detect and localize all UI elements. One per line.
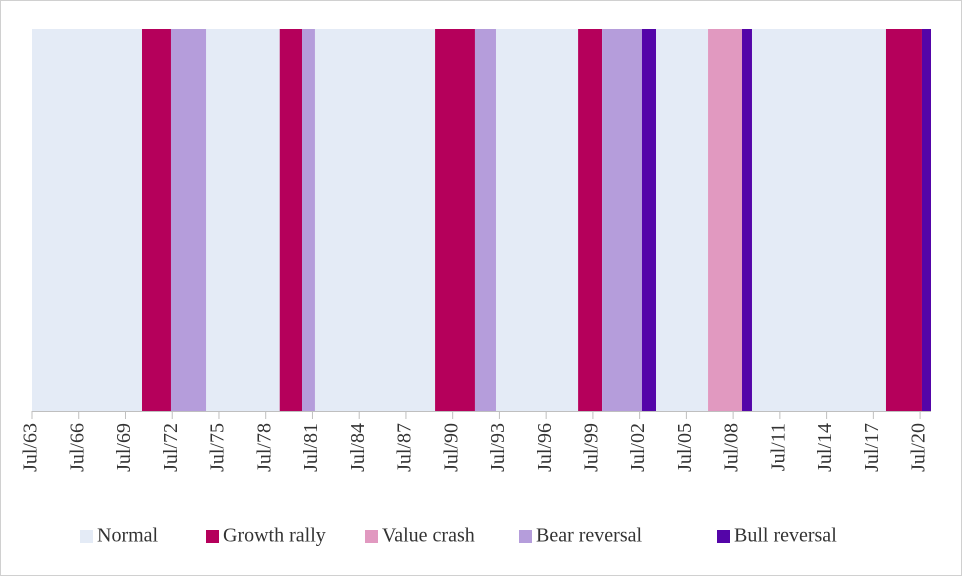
- regime-band: [206, 29, 280, 411]
- x-tick-label: Jul/05: [674, 423, 696, 472]
- x-tick-label: Jul/08: [721, 423, 743, 472]
- legend-label: Normal: [97, 525, 159, 547]
- x-tick-label: Jul/02: [627, 423, 649, 472]
- x-tick-label: Jul/17: [861, 423, 883, 472]
- x-tick-label: Jul/14: [814, 423, 836, 472]
- legend-swatch: [80, 530, 93, 543]
- x-tick-label: Jul/63: [20, 423, 42, 472]
- x-tick-label: Jul/72: [160, 423, 182, 472]
- regime-band: [141, 29, 171, 411]
- regime-band: [32, 29, 142, 411]
- regime-band: [708, 29, 743, 411]
- legend-label: Bear reversal: [536, 525, 642, 547]
- regime-band: [641, 29, 657, 411]
- legend-label: Bull reversal: [734, 525, 837, 547]
- x-tick-label: Jul/96: [534, 423, 556, 472]
- regime-band: [921, 29, 931, 411]
- legend-label: Growth rally: [223, 525, 326, 547]
- regime-band: [170, 29, 207, 411]
- x-tick-label: Jul/78: [253, 423, 275, 472]
- x-tick-label: Jul/75: [207, 423, 229, 472]
- x-tick-label: Jul/87: [394, 423, 416, 472]
- regime-band: [302, 29, 315, 411]
- regime-band: [602, 29, 642, 411]
- regime-band: [435, 29, 475, 411]
- x-tick-label: Jul/90: [440, 423, 462, 472]
- x-tick-label: Jul/84: [347, 423, 369, 472]
- legend-swatch: [206, 530, 219, 543]
- x-tick-label: Jul/20: [908, 423, 930, 472]
- x-tick-label: Jul/93: [487, 423, 509, 472]
- legend-swatch: [717, 530, 730, 543]
- regime-band: [578, 29, 603, 411]
- regime-band: [885, 29, 922, 411]
- regime-band: [279, 29, 303, 411]
- regime-band: [474, 29, 496, 411]
- legend-swatch: [365, 530, 378, 543]
- regime-band: [742, 29, 752, 411]
- regime-band: [656, 29, 709, 411]
- x-tick-label: Jul/11: [767, 423, 789, 471]
- regime-band: [751, 29, 886, 411]
- x-tick-label: Jul/81: [300, 423, 322, 472]
- regime-band: [495, 29, 579, 411]
- x-tick-label: Jul/69: [113, 423, 135, 472]
- legend-label: Value crash: [382, 525, 475, 547]
- x-tick-label: Jul/99: [580, 423, 602, 472]
- x-tick-label: Jul/66: [66, 423, 88, 472]
- legend-swatch: [519, 530, 532, 543]
- regime-band: [314, 29, 436, 411]
